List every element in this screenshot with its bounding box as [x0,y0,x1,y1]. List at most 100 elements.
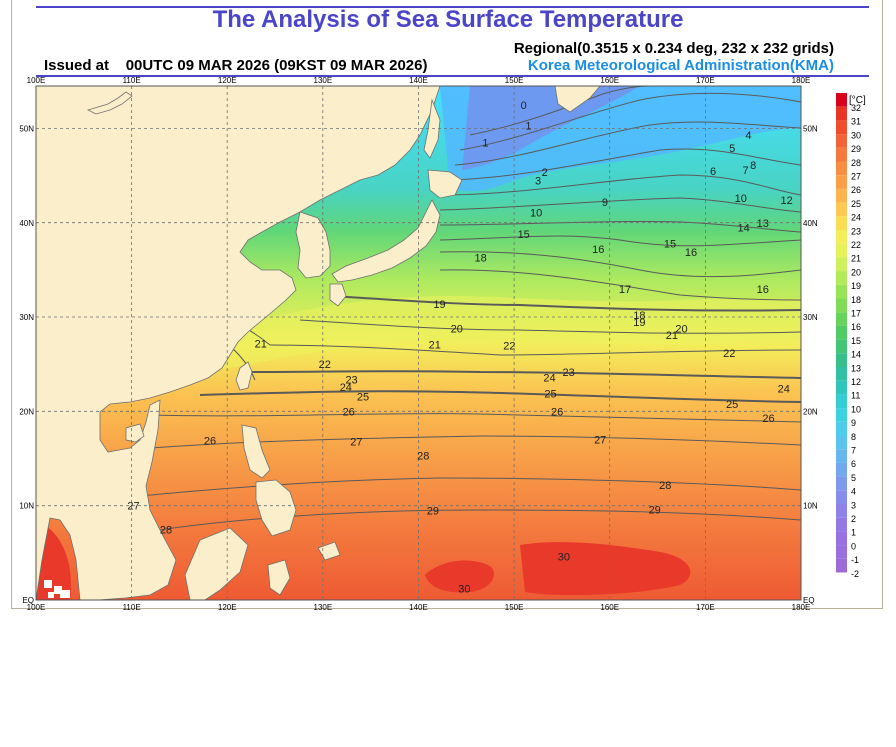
legend-tick: 26 [851,185,861,195]
missing-data-area [44,580,70,598]
contour-label: 24 [778,384,790,396]
legend-unit: [°C] [849,95,866,106]
legend-swatch [836,504,847,518]
legend-tick: 0 [851,541,856,551]
contour-label: 25 [544,388,556,400]
legend-swatch [836,435,847,450]
lat-label: 20N [803,407,818,416]
legend-swatch [836,93,847,107]
contour-label: 20 [451,323,463,335]
taiwan [235,361,253,391]
lat-label: EQ [803,596,815,605]
legend-swatch [836,339,847,354]
longitude-labels-bottom: 100E 110E 120E 130E 140E 150E 160E 170E 180E [27,603,811,612]
lat-label: 40N [19,219,34,228]
contour-label: 21 [255,338,267,350]
contour-label: 26 [204,436,216,448]
legend-swatch [836,421,847,436]
contour-label: 25 [726,399,738,411]
legend-swatch [836,367,847,381]
contour-label: 2 [542,167,548,179]
legend-swatches [836,93,847,573]
legend-tick: 1 [851,528,856,538]
lat-label: 20N [19,407,34,416]
map-frame [11,0,883,609]
legend-tick: 5 [851,473,856,483]
contour-label: 16 [592,244,604,256]
lat-label: 30N [803,313,818,322]
lat-label: 10N [19,502,34,511]
legend-tick: 31 [851,117,861,127]
title-rule-bottom [36,75,869,77]
legend-tick: 14 [851,350,861,360]
lat-label: 40N [803,219,818,228]
lat-label: 50N [19,124,34,133]
legend-swatch [836,380,847,395]
contour-label: 23 [563,367,575,379]
contour-label: 18 [633,310,645,322]
legend-tick: 30 [851,130,861,140]
contour-label: 3 [535,175,541,187]
kyushu [329,283,347,307]
contour-label: 16 [685,247,697,259]
legend-swatch [836,216,847,230]
legend-tick: 3 [851,500,856,510]
lat-label: 30N [19,313,34,322]
title-rule-top [36,6,869,8]
legend-swatch [836,517,847,532]
lon-label: 180E [792,603,811,612]
legend-tick: 23 [851,226,861,236]
contour-label: 24 [543,372,555,384]
contour-label: 19 [633,317,645,329]
legend-tick: 4 [851,487,856,497]
legend-tick: 29 [851,144,861,154]
legend-swatch [836,120,847,135]
page-title: The Analysis of Sea Surface Temperature [212,6,684,33]
legend-swatch [836,449,847,463]
legend-tick: 11 [851,391,860,401]
contour-label: 20 [675,323,687,335]
lake-baikal [86,91,133,115]
kamchatka [554,86,601,113]
land [36,86,601,600]
legend-swatch [836,476,847,491]
legend-tick: 9 [851,418,856,428]
contour-label: 10 [735,193,747,205]
legend-swatch [836,462,847,477]
warm-pool-east [520,542,691,596]
contour-label: 27 [127,501,139,513]
contour-label: 6 [710,166,716,178]
lon-label: 130E [314,603,333,612]
contour-label: 22 [503,340,515,352]
legend-tick: 25 [851,199,861,209]
asia-mainland [36,86,441,600]
hokkaido [427,169,463,199]
contour-label: 1 [525,121,531,133]
contour-label: 29 [427,505,439,517]
legend-swatch [836,284,847,299]
lat-label: EQ [22,596,34,605]
contour-label: 26 [343,406,355,418]
agency-name: Korea Meteorological Administration(KMA) [527,57,834,74]
hainan [125,423,145,443]
lon-label: 160E [600,76,619,85]
contour-label: 22 [319,359,331,371]
legend-tick: 6 [851,459,856,469]
legend-swatch [836,408,847,422]
legend-tick: 2 [851,514,856,524]
contour-label: 29 [649,504,661,516]
contour-label: 4 [745,130,751,142]
sakhalin [423,98,441,159]
contour-label: 26 [762,413,774,425]
contour-label: 1 [482,138,488,150]
lon-label: 180E [792,76,811,85]
contour-label: 7 [742,165,748,177]
legend-swatch [836,106,847,121]
legend-tick: 24 [851,213,861,223]
lon-label: 140E [409,603,428,612]
contour-label: 21 [429,339,441,351]
regional-grid-info: Regional(0.3515 x 0.234 deg, 232 x 232 g… [513,40,834,57]
warm-pool-west [425,560,494,593]
legend-swatch [836,394,847,409]
